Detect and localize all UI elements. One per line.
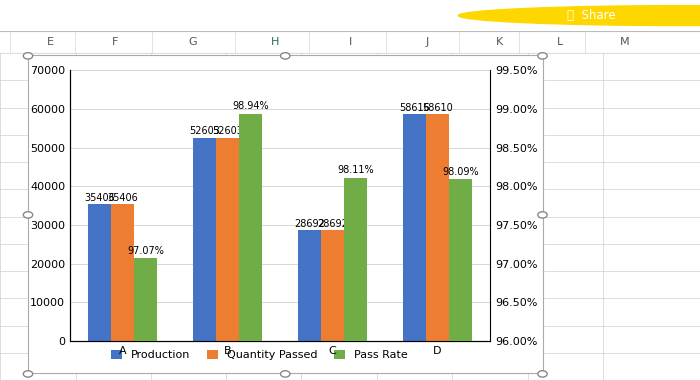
Legend: Production, Quantity Passed, Pass Rate: Production, Quantity Passed, Pass Rate	[106, 345, 412, 364]
Text: M: M	[620, 37, 630, 47]
Circle shape	[538, 371, 547, 377]
Bar	[403, 114, 426, 341]
Text: 98.94%: 98.94%	[232, 101, 269, 111]
Text: K: K	[496, 37, 503, 47]
Circle shape	[23, 371, 33, 377]
Text: 97.07%: 97.07%	[127, 246, 164, 256]
Text: 52603: 52603	[189, 127, 220, 136]
Bar	[321, 230, 344, 341]
Text: 98.11%: 98.11%	[337, 165, 374, 176]
Circle shape	[538, 53, 547, 59]
Circle shape	[23, 212, 33, 218]
Text: G: G	[188, 37, 197, 47]
Bar	[298, 230, 321, 341]
Text: ⭘  Tell me what you want to do: ⭘ Tell me what you want to do	[259, 9, 441, 22]
Text: 98.09%: 98.09%	[442, 167, 479, 177]
Bar	[239, 114, 262, 380]
Text: F: F	[112, 37, 119, 47]
Bar	[134, 258, 157, 380]
Text: 58610: 58610	[422, 103, 453, 113]
Text: H: H	[271, 37, 279, 47]
Circle shape	[458, 6, 700, 25]
Text: 28692: 28692	[294, 219, 325, 229]
Bar	[426, 114, 449, 341]
Text: L: L	[557, 37, 563, 47]
Text: 👤  Share: 👤 Share	[567, 9, 616, 22]
Text: 52603: 52603	[212, 127, 243, 136]
Text: View: View	[66, 9, 94, 22]
Bar	[88, 204, 111, 341]
Text: J: J	[426, 37, 428, 47]
Text: 58616: 58616	[399, 103, 430, 113]
Text: E: E	[47, 37, 54, 47]
Bar	[193, 138, 216, 341]
Text: Format: Format	[207, 9, 255, 22]
Circle shape	[538, 212, 547, 218]
Text: Help: Help	[109, 9, 136, 22]
Text: Design: Design	[154, 9, 199, 22]
Bar	[111, 204, 134, 341]
Bar	[216, 138, 239, 341]
Circle shape	[281, 371, 290, 377]
Text: 28692: 28692	[317, 219, 348, 229]
Text: 35406: 35406	[84, 193, 115, 203]
Text: 35406: 35406	[107, 193, 138, 203]
Bar	[344, 178, 368, 380]
Text: Chart Title: Chart Title	[238, 78, 332, 95]
Circle shape	[23, 53, 33, 59]
Text: I: I	[349, 37, 351, 47]
Bar	[449, 179, 473, 380]
Text: Review: Review	[10, 9, 52, 22]
Circle shape	[281, 53, 290, 59]
